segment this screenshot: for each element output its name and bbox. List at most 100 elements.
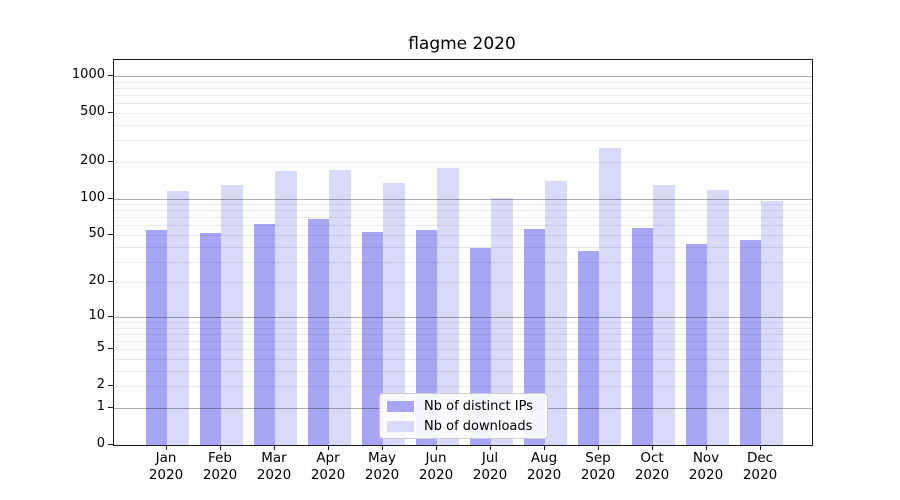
y-tick-mark-1000 <box>108 74 113 76</box>
x-tick-mark-10 <box>706 445 707 450</box>
bar-distinct-ips-sep-2020 <box>577 250 599 445</box>
x-tick-mark-1 <box>220 445 221 450</box>
x-tick-mark-6 <box>490 445 491 450</box>
y-tick-label-1000: 1000 <box>71 66 105 82</box>
x-tick-label-6: Jul 2020 <box>472 450 508 483</box>
bar-distinct-ips-mar-2020 <box>253 223 275 445</box>
legend-label-downloads: Nb of downloads <box>424 418 533 434</box>
legend-label-distinct-ips: Nb of distinct IPs <box>424 398 533 414</box>
major-gridline-100 <box>114 198 812 200</box>
y-tick-label-100: 100 <box>80 189 105 205</box>
minor-gridline-40 <box>114 246 812 248</box>
minor-gridline-900 <box>114 81 812 83</box>
x-tick-label-9: Oct 2020 <box>634 450 670 483</box>
minor-gridline-700 <box>114 95 812 96</box>
y-tick-mark-20 <box>108 281 113 283</box>
bar-distinct-ips-jun-2020 <box>415 229 437 445</box>
legend-swatch-downloads <box>387 420 414 432</box>
bar-distinct-ips-dec-2020 <box>739 240 761 445</box>
x-tick-mark-4 <box>382 445 383 450</box>
bar-distinct-ips-oct-2020 <box>631 228 653 445</box>
y-tick-label-2: 2 <box>96 377 105 393</box>
y-tick-label-200: 200 <box>80 152 105 168</box>
legend-swatch-distinct-ips <box>387 400 414 412</box>
y-tick-label-500: 500 <box>80 103 105 119</box>
plot-area <box>113 59 813 446</box>
bar-downloads-feb-2020 <box>221 184 243 445</box>
y-tick-mark-10 <box>108 315 113 317</box>
bar-downloads-jun-2020 <box>437 167 459 445</box>
minor-gridline-500 <box>114 112 812 114</box>
x-tick-label-8: Sep 2020 <box>580 450 616 483</box>
minor-gridline-50 <box>114 235 812 236</box>
bar-distinct-ips-nov-2020 <box>685 244 707 445</box>
minor-gridline-90 <box>114 204 812 205</box>
x-tick-label-10: Nov 2020 <box>688 450 724 483</box>
x-tick-label-0: Jan 2020 <box>148 450 184 483</box>
bar-downloads-may-2020 <box>383 182 405 445</box>
y-tick-mark-500 <box>108 111 113 113</box>
minor-gridline-8 <box>114 327 812 329</box>
major-gridline-10 <box>114 316 812 318</box>
x-tick-mark-9 <box>652 445 653 450</box>
bar-distinct-ips-apr-2020 <box>307 218 329 445</box>
minor-gridline-600 <box>114 103 812 105</box>
minor-gridline-200 <box>114 161 812 163</box>
minor-gridline-6 <box>114 341 812 343</box>
minor-gridline-30 <box>114 261 812 263</box>
bar-distinct-ips-may-2020 <box>361 231 383 445</box>
x-tick-label-4: May 2020 <box>364 450 400 483</box>
bar-downloads-apr-2020 <box>329 170 351 445</box>
minor-gridline-4 <box>114 359 812 360</box>
y-tick-label-50: 50 <box>88 226 105 241</box>
x-tick-label-7: Aug 2020 <box>526 450 562 483</box>
x-tick-mark-2 <box>274 445 275 450</box>
legend-entry-distinct-ips: Nb of distinct IPs <box>387 399 547 414</box>
minor-gridline-300 <box>114 140 812 142</box>
bar-distinct-ips-aug-2020 <box>523 229 545 445</box>
x-tick-mark-7 <box>544 445 545 450</box>
bar-downloads-sep-2020 <box>599 148 621 445</box>
y-tick-mark-0 <box>108 444 113 445</box>
bar-downloads-oct-2020 <box>653 184 675 445</box>
minor-gridline-3 <box>114 370 812 372</box>
bar-distinct-ips-feb-2020 <box>199 232 221 445</box>
x-tick-label-3: Apr 2020 <box>310 450 346 483</box>
x-tick-mark-11 <box>760 445 761 450</box>
bar-downloads-jul-2020 <box>491 198 513 445</box>
bar-downloads-jan-2020 <box>167 190 189 445</box>
x-tick-label-5: Jun 2020 <box>418 450 454 483</box>
minor-gridline-20 <box>114 282 812 284</box>
bar-distinct-ips-jan-2020 <box>145 229 167 445</box>
minor-gridline-2 <box>114 386 812 388</box>
y-tick-label-10: 10 <box>88 307 105 323</box>
minor-gridline-9 <box>114 322 812 323</box>
x-tick-mark-8 <box>598 445 599 450</box>
minor-gridline-7 <box>114 333 812 335</box>
y-tick-mark-50 <box>108 234 113 235</box>
y-tick-label-5: 5 <box>96 340 105 356</box>
y-tick-mark-1 <box>108 407 113 408</box>
y-tick-mark-200 <box>108 160 113 162</box>
minor-gridline-5 <box>114 349 812 351</box>
chart-title: flagme 2020 <box>408 34 516 54</box>
x-tick-mark-0 <box>166 445 167 450</box>
x-tick-label-1: Feb 2020 <box>202 450 238 483</box>
major-gridline-1000 <box>114 75 812 77</box>
minor-gridline-80 <box>114 210 812 212</box>
legend-entry-downloads: Nb of downloads <box>387 419 547 434</box>
y-tick-label-0: 0 <box>96 436 105 451</box>
legend: Nb of distinct IPs Nb of downloads <box>379 393 548 439</box>
minor-gridline-70 <box>114 217 812 219</box>
x-tick-mark-3 <box>328 445 329 450</box>
y-tick-mark-5 <box>108 348 113 350</box>
y-tick-mark-2 <box>108 385 113 387</box>
y-tick-label-1: 1 <box>96 399 105 414</box>
minor-gridline-60 <box>114 225 812 227</box>
bar-downloads-dec-2020 <box>761 200 783 445</box>
bar-downloads-mar-2020 <box>275 170 297 445</box>
minor-gridline-400 <box>114 124 812 126</box>
minor-gridline-800 <box>114 87 812 89</box>
bar-downloads-nov-2020 <box>707 190 729 445</box>
